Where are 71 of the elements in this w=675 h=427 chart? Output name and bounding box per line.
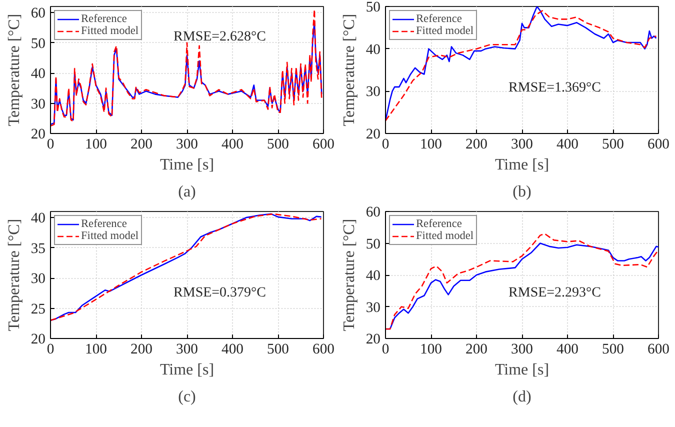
y-axis-title: Temperature [°C]: [6, 218, 23, 332]
x-tick-label: 500: [602, 136, 624, 152]
x-tick-label: 100: [85, 136, 107, 152]
x-tick-label: 300: [511, 342, 533, 358]
x-tick-label: 200: [130, 342, 152, 358]
legend-label: Fitted model: [81, 230, 139, 242]
x-tick-label: 100: [420, 342, 442, 358]
x-tick-label: 400: [556, 342, 578, 358]
y-tick-label: 30: [366, 84, 380, 100]
annotation: RMSE=0.379°C: [174, 285, 266, 300]
y-axis-title: Temperature [°C]: [340, 218, 358, 332]
x-tick-label: 600: [312, 136, 334, 152]
y-tick-label: 50: [366, 236, 380, 252]
legend-label: Fitted model: [81, 25, 139, 37]
y-tick-label: 20: [30, 126, 46, 142]
y-tick-label: 50: [366, 0, 380, 16]
annotation: RMSE=1.369°C: [508, 80, 601, 96]
y-tick-label: 50: [30, 36, 46, 52]
x-axis-title: Time [s]: [494, 362, 550, 378]
y-axis-title: Temperature [°C]: [340, 14, 358, 126]
text: (d): [512, 388, 532, 406]
x-tick-label: 200: [130, 136, 152, 152]
x-tick-label: 200: [466, 342, 488, 358]
legend-label: Reference: [81, 13, 127, 25]
annotation: RMSE=2.628°C: [174, 30, 266, 45]
y-tick-label: 40: [30, 66, 46, 82]
x-axis-title: Time [s]: [160, 362, 214, 378]
x-tick-label: 500: [267, 342, 289, 358]
x-axis-title: Time [s]: [494, 156, 550, 174]
annotation: RMSE=2.293°C: [508, 285, 601, 300]
y-tick-label: 40: [366, 42, 380, 58]
x-tick-label: 200: [466, 136, 488, 152]
y-tick-label: 30: [30, 96, 46, 112]
x-tick-label: 0: [46, 136, 54, 152]
y-tick-label: 40: [366, 268, 380, 284]
x-tick-label: 500: [602, 342, 624, 358]
x-tick-label: 400: [222, 342, 244, 358]
y-tick-label: 60: [30, 6, 46, 22]
y-tick-label: 35: [30, 240, 46, 257]
y-axis-title: Temperature [°C]: [6, 14, 23, 126]
text: (c): [178, 388, 196, 406]
y-tick-label: 25: [30, 301, 46, 318]
legend-label: Reference: [81, 218, 127, 230]
x-tick-label: 500: [267, 136, 289, 152]
y-tick-label: 30: [366, 300, 380, 316]
legend-label: Fitted model: [416, 25, 474, 37]
text: (a): [178, 184, 196, 200]
x-tick-label: 600: [648, 342, 670, 358]
x-axis-title: Time [s]: [160, 156, 214, 174]
x-tick-label: 0: [382, 136, 390, 152]
y-tick-label: 30: [30, 271, 46, 288]
y-tick-label: 40: [30, 210, 46, 227]
text: (b): [512, 184, 532, 200]
legend-label: Reference: [416, 218, 462, 230]
x-tick-label: 100: [85, 342, 107, 358]
legend-label: Fitted model: [416, 230, 474, 242]
x-tick-label: 400: [556, 136, 578, 152]
x-tick-label: 600: [648, 136, 670, 152]
legend-label: Reference: [416, 13, 462, 25]
x-tick-label: 0: [382, 342, 390, 358]
x-tick-label: 300: [511, 136, 533, 152]
x-tick-label: 100: [420, 136, 442, 152]
y-tick-label: 20: [30, 332, 46, 348]
x-tick-label: 0: [46, 342, 54, 358]
y-tick-label: 60: [366, 204, 380, 220]
x-tick-label: 400: [222, 136, 244, 152]
x-tick-label: 300: [176, 136, 198, 152]
x-tick-label: 600: [312, 342, 334, 358]
y-tick-label: 20: [366, 126, 380, 142]
y-tick-label: 20: [366, 332, 380, 348]
x-tick-label: 300: [176, 342, 198, 358]
